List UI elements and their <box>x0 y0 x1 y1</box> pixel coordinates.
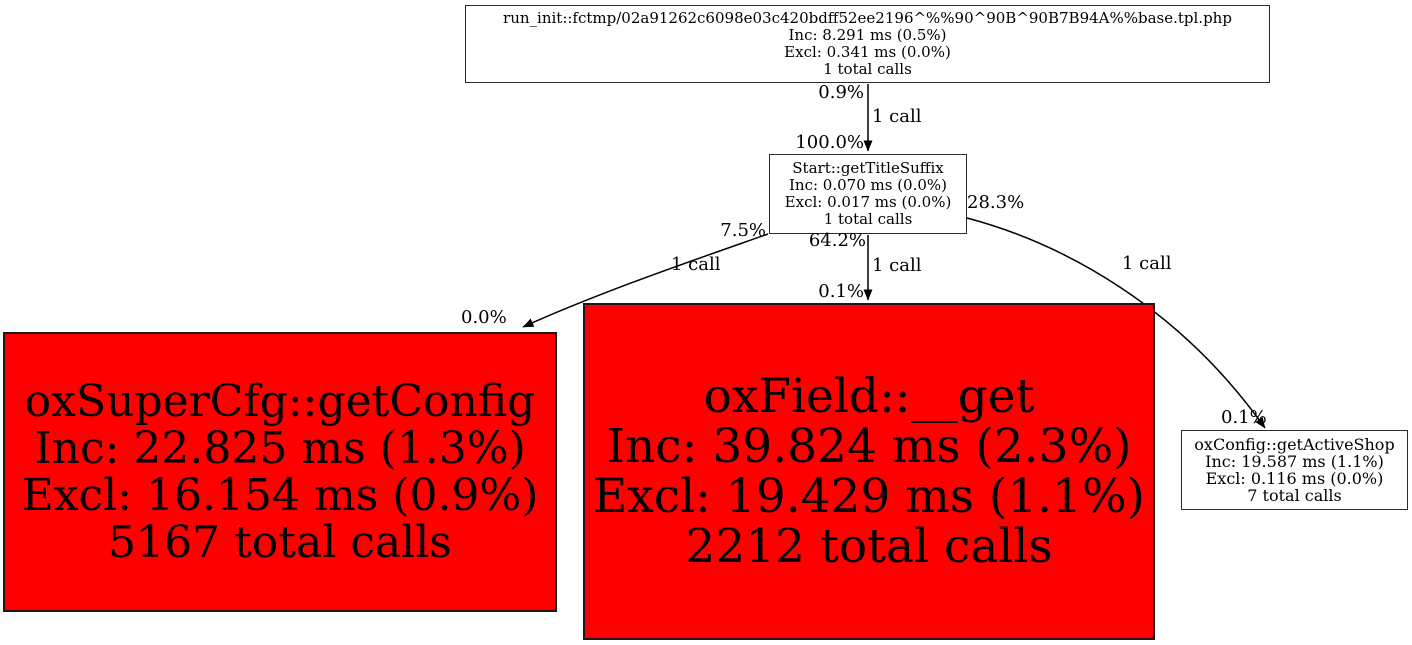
node-get-active-shop: oxConfig::getActiveShop Inc: 19.587 ms (… <box>1181 430 1408 510</box>
node-ox-field-get-inc: Inc: 39.824 ms (2.3%) <box>606 418 1132 474</box>
edge-label-ox-field-dst-pct: 0.1% <box>818 281 864 302</box>
node-run-init-excl: Excl: 0.341 ms (0.0%) <box>784 43 951 61</box>
edge-label-run-init-calls: 1 call <box>872 106 922 127</box>
node-run-init-calls: 1 total calls <box>823 60 912 78</box>
node-get-config-title: oxSuperCfg::getConfig <box>24 376 536 427</box>
node-ox-field-get: oxField::__get Inc: 39.824 ms (2.3%) Exc… <box>583 303 1155 640</box>
node-get-active-shop-title: oxConfig::getActiveShop <box>1194 435 1395 454</box>
edge-label-get-config-calls: 1 call <box>671 254 721 275</box>
node-get-title-suffix-calls: 1 total calls <box>823 210 913 228</box>
node-get-config-calls: 5167 total calls <box>108 517 452 568</box>
node-get-active-shop-excl: Excl: 0.116 ms (0.0%) <box>1205 469 1384 488</box>
node-ox-field-get-title: oxField::__get <box>703 368 1035 424</box>
node-run-init-inc: Inc: 8.291 ms (0.5%) <box>788 26 947 44</box>
node-run-init-title: run_init::fctmp/02a91262c6098e03c420bdff… <box>503 9 1232 27</box>
edge-label-ox-field-src-pct: 64.2% <box>808 230 866 251</box>
node-get-config-inc: Inc: 22.825 ms (1.3%) <box>34 423 526 474</box>
node-run-init: run_init::fctmp/02a91262c6098e03c420bdff… <box>465 5 1270 83</box>
node-ox-field-get-calls: 2212 total calls <box>685 518 1053 574</box>
edge-label-ox-field-calls: 1 call <box>872 255 922 276</box>
node-get-title-suffix-inc: Inc: 0.070 ms (0.0%) <box>788 176 948 194</box>
node-get-title-suffix: Start::getTitleSuffix Inc: 0.070 ms (0.0… <box>769 154 967 234</box>
node-ox-field-get-excl: Excl: 19.429 ms (1.1%) <box>592 468 1146 524</box>
edge-label-active-shop-calls: 1 call <box>1122 253 1172 274</box>
edge-label-active-shop-src-pct: 28.3% <box>967 192 1025 213</box>
edge-label-get-config-dst-pct: 0.0% <box>461 307 507 328</box>
edge-label-get-config-src-pct: 7.5% <box>720 220 766 241</box>
node-get-config: oxSuperCfg::getConfig Inc: 22.825 ms (1.… <box>3 332 557 612</box>
node-get-title-suffix-title: Start::getTitleSuffix <box>792 159 944 177</box>
edge-label-active-shop-dst-pct: 0.1% <box>1221 407 1267 428</box>
edge-label-run-init-dst-pct: 100.0% <box>795 132 864 153</box>
node-get-config-excl: Excl: 16.154 ms (0.9%) <box>21 470 539 521</box>
node-get-active-shop-inc: Inc: 19.587 ms (1.1%) <box>1205 452 1384 471</box>
edge-label-run-init-src-pct: 0.9% <box>818 82 864 103</box>
node-get-active-shop-calls: 7 total calls <box>1247 486 1342 505</box>
node-get-title-suffix-excl: Excl: 0.017 ms (0.0%) <box>784 193 952 211</box>
